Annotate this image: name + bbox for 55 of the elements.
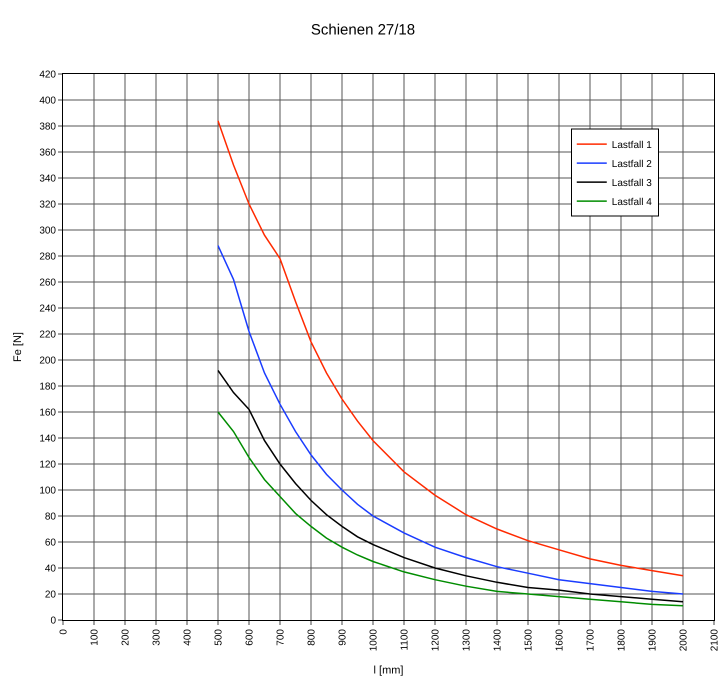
line-series [217, 120, 684, 577]
y-tick-label: 120 [39, 460, 56, 470]
x-tick-label: 1800 [616, 628, 628, 652]
y-axis-title: Fe [N] [12, 332, 24, 362]
x-tick-label: 300 [151, 628, 162, 646]
y-tick-label: 360 [39, 148, 56, 158]
x-tick-label: 100 [89, 628, 100, 646]
legend-label: Lastfall 4 [612, 197, 652, 208]
line-series [217, 370, 684, 603]
x-tick-label: 900 [337, 628, 348, 646]
x-tick-label: 1000 [368, 628, 380, 652]
x-tick-label: 1300 [461, 628, 472, 652]
y-tick-label: 80 [44, 512, 56, 522]
y-tick-label: 420 [39, 70, 56, 80]
x-tick-label: 200 [120, 628, 132, 646]
y-tick-label: 340 [39, 174, 56, 184]
y-tick-label: 300 [39, 226, 56, 236]
legend-label: Lastfall 2 [612, 159, 652, 170]
legend-label: Lastfall 1 [612, 140, 652, 151]
y-tick-label: 320 [39, 200, 56, 210]
x-tick-label: 400 [182, 628, 194, 646]
line-series [217, 244, 684, 595]
y-tick-label: 220 [39, 330, 56, 340]
y-tick-label: 100 [39, 486, 56, 496]
x-tick-label: 1400 [492, 628, 504, 652]
x-tick-label: 2100 [709, 628, 720, 652]
y-tick-label: 200 [39, 356, 56, 366]
y-tick-label: 280 [39, 252, 56, 262]
x-tick-label: 0 [58, 628, 70, 635]
x-tick-label: 1900 [647, 628, 658, 652]
y-tick-label: 40 [44, 564, 56, 574]
x-tick-label: 1100 [399, 628, 410, 651]
x-tick-label: 500 [213, 628, 224, 646]
y-tick-label: 0 [50, 616, 56, 626]
y-tick-label: 400 [39, 96, 56, 106]
line-series [217, 411, 684, 606]
y-tick-label: 140 [39, 434, 56, 444]
chart-title: Schienen 27/18 [310, 21, 416, 38]
x-tick-label: 600 [244, 628, 256, 646]
x-tick-label: 800 [306, 628, 318, 646]
y-tick-label: 240 [39, 304, 56, 314]
y-tick-label: 60 [44, 538, 56, 548]
x-tick-label: 1500 [523, 628, 534, 652]
x-tick-label: 700 [275, 628, 286, 646]
x-axis-title: l [mm] [374, 664, 404, 676]
y-tick-label: 160 [39, 408, 56, 418]
x-tick-label: 1600 [554, 628, 566, 652]
y-tick-label: 380 [39, 122, 56, 132]
x-tick-label: 2000 [678, 628, 690, 652]
y-tick-label: 260 [39, 278, 56, 288]
legend-label: Lastfall 3 [612, 178, 652, 189]
y-tick-label: 180 [39, 382, 56, 392]
x-tick-label: 1200 [430, 628, 442, 652]
y-tick-label: 20 [44, 590, 56, 600]
x-tick-label: 1700 [585, 628, 596, 652]
